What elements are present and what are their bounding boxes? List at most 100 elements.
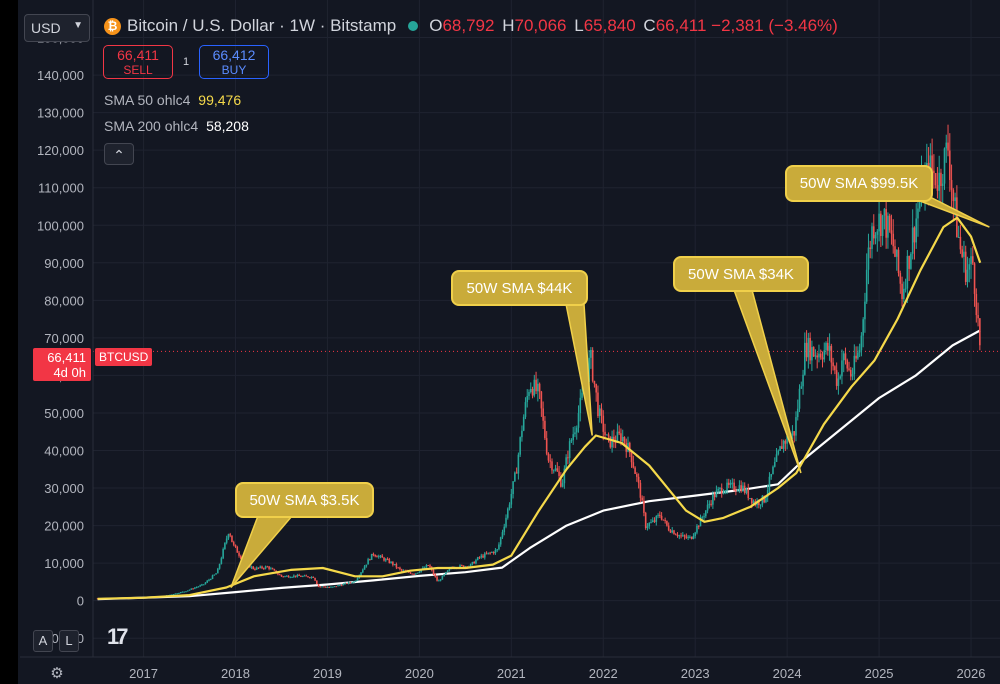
candle-body <box>448 568 451 571</box>
candle-body <box>620 433 622 442</box>
candle-body <box>611 436 613 448</box>
candle-body <box>669 530 672 533</box>
candle-body <box>365 564 368 567</box>
y-tick-label: 100,000 <box>37 218 84 233</box>
candle-body <box>720 487 723 494</box>
candle-body <box>471 561 474 564</box>
last-price-tag: 66,411 4d 0h <box>33 348 91 381</box>
candle-body <box>524 402 527 417</box>
candle-body <box>761 495 764 505</box>
candle-body <box>494 549 497 554</box>
buy-button[interactable]: 66,412 BUY <box>199 45 269 79</box>
candle-body <box>890 230 893 234</box>
candle-body <box>703 516 705 518</box>
y-tick-label: 50,000 <box>44 406 84 421</box>
candle-body <box>724 490 727 493</box>
candle-body <box>369 559 371 561</box>
candle-body <box>427 565 430 567</box>
candle-body <box>413 573 415 575</box>
x-tick-label: 2023 <box>681 666 710 681</box>
candle-body <box>317 584 320 587</box>
candle-body <box>567 457 569 459</box>
candle-body <box>308 577 311 579</box>
sell-button[interactable]: 66,411 SELL <box>103 45 173 79</box>
candle-body <box>818 353 820 358</box>
candle-body <box>335 586 338 588</box>
candle-body <box>798 388 801 409</box>
candle-body <box>738 485 741 491</box>
settings-icon[interactable]: ⚙ <box>50 665 64 682</box>
candle-body <box>727 482 730 485</box>
candle-body <box>874 234 877 239</box>
low-value: 65,840 <box>583 16 636 35</box>
candle-body <box>743 485 746 493</box>
candle-body <box>726 482 728 491</box>
candle-body <box>765 496 767 503</box>
candle-body <box>545 438 548 454</box>
chart-grid <box>93 0 1000 657</box>
candle-body <box>759 504 762 506</box>
indicator-sma200[interactable]: SMA 200 ohlc4 58,208 <box>104 118 249 134</box>
candle-body <box>782 440 785 449</box>
indicator-sma50[interactable]: SMA 50 ohlc4 99,476 <box>104 92 241 108</box>
sell-price: 66,411 <box>117 47 159 63</box>
candle-body <box>436 576 438 581</box>
candle-body <box>285 575 288 577</box>
candle-body <box>506 508 509 518</box>
auto-scale-button[interactable]: A <box>33 630 53 652</box>
candle-body <box>331 586 334 588</box>
currency-label: USD <box>31 20 61 36</box>
candle-body <box>552 470 555 472</box>
close-value: 66,411 <box>655 16 707 35</box>
candle-body <box>487 552 490 554</box>
currency-select[interactable]: USD ▼ <box>24 14 90 42</box>
callout-pointer <box>732 289 802 474</box>
collapse-legend-button[interactable]: ⌃ <box>104 143 134 165</box>
candle-body <box>217 568 219 574</box>
candle-body <box>899 273 902 284</box>
candle-body <box>701 517 704 519</box>
candle-body <box>316 580 318 585</box>
candle-body <box>809 337 811 361</box>
candle-body <box>307 576 309 578</box>
candle-body <box>425 565 428 568</box>
callout-pointers <box>230 197 990 588</box>
candle-body <box>459 565 461 568</box>
candle-body <box>959 236 962 250</box>
candle-body <box>736 490 739 492</box>
candle-body <box>439 579 442 581</box>
candle-body <box>296 574 299 577</box>
candle-body <box>639 482 642 498</box>
candle-body <box>270 568 272 570</box>
sma50-line <box>97 216 982 600</box>
candle-body <box>381 555 384 558</box>
candle-body <box>869 247 872 249</box>
candle-body <box>918 198 921 209</box>
candle-body <box>323 586 325 588</box>
candle-body <box>940 172 942 186</box>
candle-body <box>215 573 217 575</box>
candle-body <box>664 520 666 522</box>
x-tick-label: 2025 <box>865 666 894 681</box>
candle-body <box>347 582 350 584</box>
candle-body <box>673 530 675 535</box>
candle-body <box>195 587 198 589</box>
candle-body <box>199 585 201 587</box>
x-axis-panel <box>0 657 1000 684</box>
candle-body <box>842 353 845 361</box>
candle-body <box>388 559 391 564</box>
candle-body <box>300 575 302 577</box>
candle-body <box>349 582 352 584</box>
candle-body <box>674 534 677 536</box>
candle-body <box>305 575 308 577</box>
candle-body <box>480 555 483 558</box>
candle-body <box>556 468 559 472</box>
candle-body <box>597 392 599 417</box>
log-scale-button[interactable]: L <box>59 630 79 652</box>
candle-body <box>568 441 571 459</box>
indicator-label: SMA 50 ohlc4 <box>104 92 191 108</box>
symbol-title[interactable]: Bitcoin / U.S. Dollar · 1W · Bitstamp <box>127 16 397 35</box>
candle-body <box>461 565 463 567</box>
candle-body <box>330 586 332 588</box>
y-tick-label: 90,000 <box>44 256 84 271</box>
